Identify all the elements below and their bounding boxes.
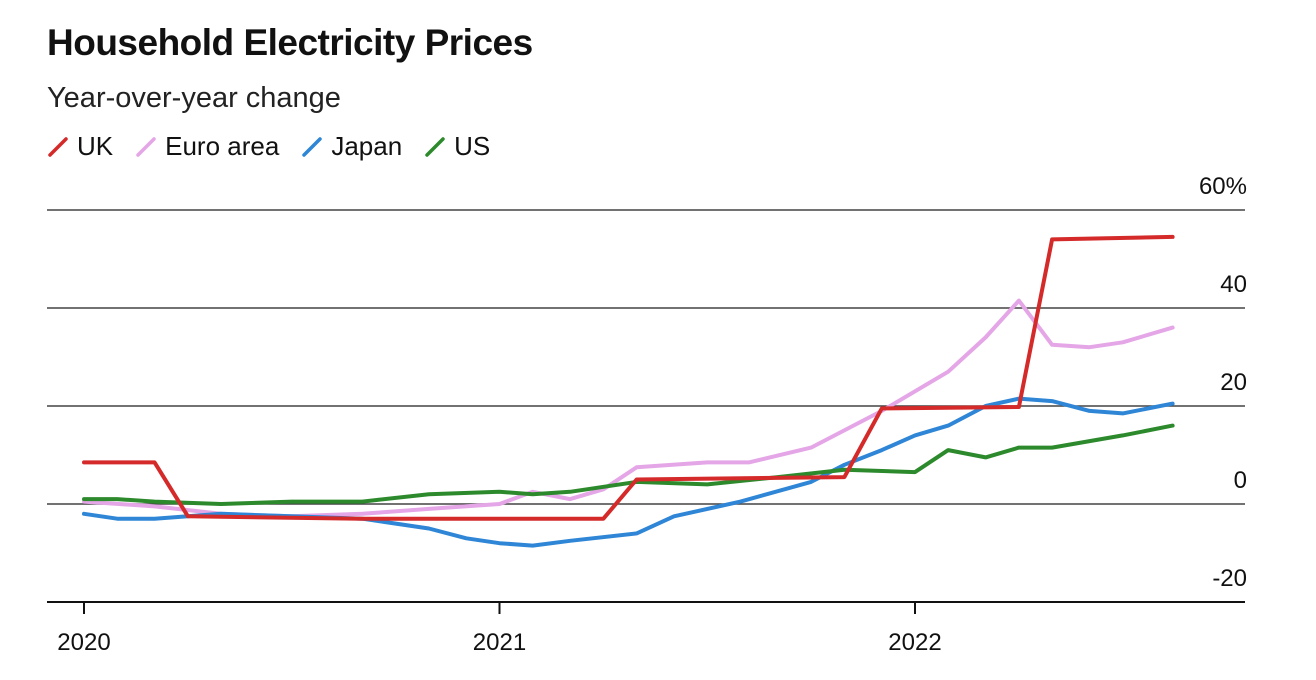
legend-swatch-us (425, 136, 445, 157)
legend-swatch-euro-area (136, 136, 156, 157)
chart-legend: UK Euro area Japan US (47, 131, 512, 162)
y-tick-label: -20 (1212, 565, 1247, 592)
chart-title: Household Electricity Prices (47, 22, 533, 63)
legend-label-uk: UK (77, 131, 114, 161)
y-tick-label: 20 (1220, 369, 1247, 396)
legend-label-us: US (454, 131, 491, 161)
x-tick-label: 2022 (888, 629, 941, 656)
y-tick-label: 60% (1199, 173, 1247, 200)
y-tick-label: 40 (1220, 271, 1247, 298)
legend-label-euro-area: Euro area (165, 131, 280, 161)
y-tick-label: 0 (1234, 467, 1247, 494)
x-tick-label: 2020 (57, 629, 110, 656)
legend-item-euro-area: Euro area (135, 131, 279, 162)
series-line-uk (82, 234, 1175, 521)
legend-item-japan: Japan (301, 131, 402, 162)
x-tick-label: 2021 (473, 629, 526, 656)
legend-swatch-japan (302, 136, 323, 157)
legend-label-japan: Japan (331, 131, 403, 161)
legend-swatch-uk (48, 136, 68, 157)
series-layer (82, 234, 1175, 548)
axis-layer: 60% 40 20 0 -20 2020 2021 2022 (57, 173, 1247, 656)
legend-item-uk: UK (47, 131, 113, 162)
legend-item-us: US (424, 131, 490, 162)
chart-subtitle: Year-over-year change (47, 82, 341, 114)
